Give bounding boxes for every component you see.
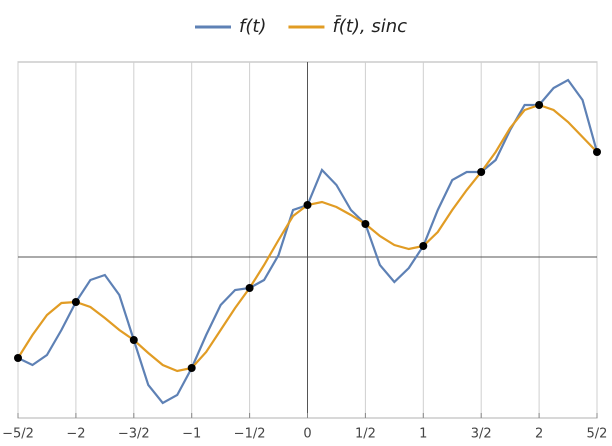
sample-point [477,168,486,176]
sample-point [14,354,22,362]
x-tick-label: 0 [303,427,311,442]
sample-point [593,148,601,156]
sample-point [71,298,80,306]
legend: f(t) f̄(t), sinc [195,15,407,37]
sample-point [129,336,138,344]
x-tick-label: 5/2 [587,427,608,442]
x-tick-label: −3/2 [118,427,150,442]
x-tick-label: 1 [419,427,427,442]
sample-point [361,220,370,228]
x-tick-label: −1 [182,427,201,442]
legend-label: f(t) [239,16,266,37]
sample-point [303,201,312,209]
sample-point [245,284,254,292]
x-tick-label: 1/2 [355,427,376,442]
legend-label: f̄(t), sinc [332,15,407,37]
x-tick-label: 3/2 [471,427,492,442]
x-tick-label: −2 [66,427,85,442]
sample-point [187,364,196,372]
x-tick-label: 2 [535,427,543,442]
sample-point [535,101,544,109]
x-tick-label: −1/2 [234,427,266,442]
sample-point [419,242,428,250]
x-tick-label: −5/2 [2,427,34,442]
